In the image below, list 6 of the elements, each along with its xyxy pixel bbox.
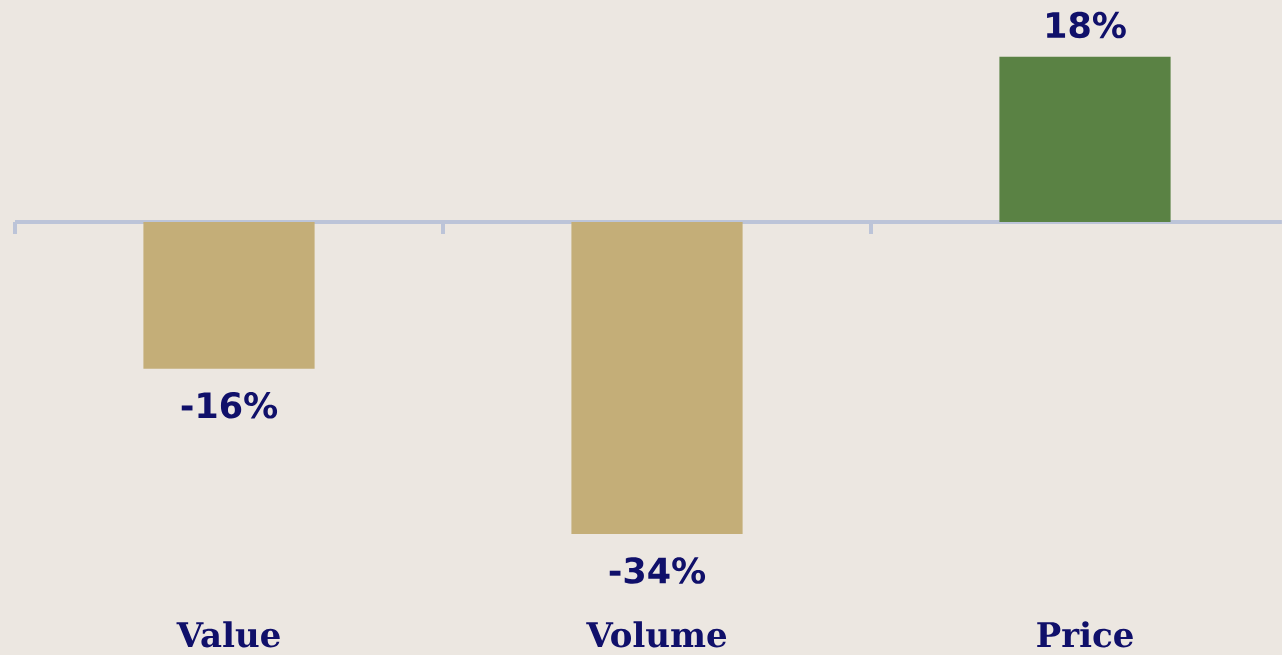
x-tick-label: Volume [586,621,727,648]
x-tick-label: Value [176,621,280,648]
data-label: -16% [181,392,278,419]
data-label: -34% [609,557,706,584]
data-label: 18% [1047,11,1126,39]
x-tick-label: Price [1037,621,1133,648]
